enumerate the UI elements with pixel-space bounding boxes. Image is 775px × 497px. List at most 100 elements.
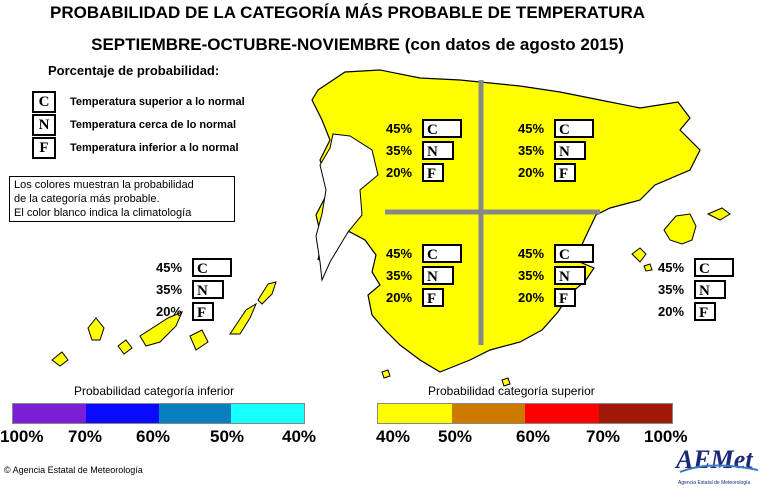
note-line: Los colores muestran la probabilidad (14, 179, 194, 191)
lower-seg-3 (159, 404, 231, 423)
pct-n: 35% (518, 142, 545, 158)
code-c: C (192, 257, 232, 277)
legend-heading: Porcentaje de probabilidad: (48, 63, 220, 78)
island-lapalma (87, 317, 105, 341)
footer-credit: © Agencia Estatal de Meteorología (4, 465, 143, 475)
peninsula-shape (311, 69, 701, 373)
island-fuerteventura (229, 302, 258, 335)
tick-label: 40% (282, 427, 317, 446)
code-f: F (422, 162, 444, 182)
legend-code-box: C (32, 91, 56, 113)
region-baleares-probs: 45% C 35% N 20% F (658, 256, 748, 326)
lower-bar-title: Probabilidad categoría inferior (74, 384, 235, 398)
tick-label: 100% (644, 427, 688, 446)
pct-c: 45% (658, 259, 685, 275)
code-f: F (694, 301, 716, 321)
legend-item-n: N Temperatura cerca de lo normal (32, 114, 237, 136)
upper-seg-3 (525, 404, 599, 423)
lower-seg-1 (13, 404, 86, 423)
island-formentera (643, 263, 653, 272)
pct-n: 35% (156, 281, 183, 297)
region-canarias-probs: 45% C 35% N 20% F (156, 256, 246, 326)
tick-label: 60% (136, 427, 171, 446)
code-n: N (422, 265, 454, 285)
code-c: C (422, 118, 462, 138)
code-c: C (554, 118, 594, 138)
note-line: El color blanco indica la climatología (14, 207, 192, 219)
legend-item-c: C Temperatura superior a lo normal (32, 91, 245, 113)
map-title-line2: SEPTIEMBRE-OCTUBRE-NOVIEMBRE (con datos … (91, 35, 624, 54)
island-lagomera (117, 339, 133, 355)
legend-code-box: N (32, 114, 56, 136)
tick-label: 70% (68, 427, 103, 446)
code-n: N (554, 140, 586, 160)
tick-label: 50% (210, 427, 245, 446)
tick-label: 60% (516, 427, 551, 446)
lower-seg-4 (231, 404, 304, 423)
pct-n: 35% (518, 267, 545, 283)
tick-label: 50% (438, 427, 473, 446)
upper-colorbar (377, 403, 673, 424)
footer-agency: Agencia Estatal de Meteorología (12, 465, 143, 475)
code-n: N (554, 265, 586, 285)
pct-c: 45% (386, 120, 413, 136)
pct-f: 20% (518, 164, 545, 180)
legend-item-f: F Temperatura inferior a lo normal (32, 137, 239, 159)
aemet-logo-graphic: AEMet Agencia Estatal de Meteorología (674, 445, 759, 486)
code-f: F (422, 287, 444, 307)
logo-subtext: Agencia Estatal de Meteorología (678, 480, 750, 486)
legend-code-box: F (32, 137, 56, 159)
code-n: N (694, 279, 726, 299)
pct-c: 45% (386, 245, 413, 261)
code-f: F (192, 301, 214, 321)
pct-c: 45% (156, 259, 183, 275)
upper-bar-title: Probabilidad categoría superior (428, 384, 595, 398)
portugal-shape (315, 133, 379, 282)
tick-label: 70% (586, 427, 621, 446)
pct-n: 35% (386, 142, 413, 158)
legend-label: Temperatura cerca de lo normal (70, 119, 237, 131)
melilla-shape (501, 377, 511, 387)
color-note: Los colores muestran la probabilidad de … (9, 176, 235, 222)
lower-colorbar (12, 403, 305, 424)
region-northwest-probs: 45% C 35% N 20% F (386, 117, 476, 187)
pct-f: 20% (386, 289, 413, 305)
pct-f: 20% (518, 289, 545, 305)
island-grancanaria (189, 329, 209, 351)
pct-f: 20% (156, 303, 183, 319)
island-lanzarote (257, 281, 277, 305)
region-northeast-probs: 45% C 35% N 20% F (518, 117, 608, 187)
pct-f: 20% (386, 164, 413, 180)
ceuta-shape (381, 369, 391, 379)
pct-c: 45% (518, 245, 545, 261)
region-southwest-probs: 45% C 35% N 20% F (386, 242, 476, 312)
pct-n: 35% (386, 267, 413, 283)
map-title-line1: PROBABILIDAD DE LA CATEGORÍA MÁS PROBABL… (50, 3, 645, 22)
note-line: de la categoría más probable. (14, 193, 160, 205)
code-c: C (554, 243, 594, 263)
aemet-logo: AEMet Agencia Estatal de Meteorología (670, 440, 770, 490)
pct-f: 20% (658, 303, 685, 319)
lower-seg-2 (86, 404, 159, 423)
code-c: C (694, 257, 734, 277)
code-c: C (422, 243, 462, 263)
upper-seg-4 (599, 404, 672, 423)
code-n: N (192, 279, 224, 299)
island-menorca (706, 207, 731, 221)
tick-label: 100% (0, 427, 44, 446)
island-ibiza (631, 247, 647, 263)
tick-label: 40% (376, 427, 411, 446)
island-tenerife (139, 311, 183, 347)
island-elhierro (51, 351, 69, 367)
island-mallorca (663, 213, 697, 245)
region-southeast-probs: 45% C 35% N 20% F (518, 242, 608, 312)
legend-label: Temperatura inferior a lo normal (70, 142, 239, 154)
pct-c: 45% (518, 120, 545, 136)
logo-swoosh (679, 464, 759, 473)
code-f: F (554, 162, 576, 182)
legend-label: Temperatura superior a lo normal (70, 96, 245, 108)
code-f: F (554, 287, 576, 307)
code-n: N (422, 140, 454, 160)
upper-seg-2 (452, 404, 525, 423)
